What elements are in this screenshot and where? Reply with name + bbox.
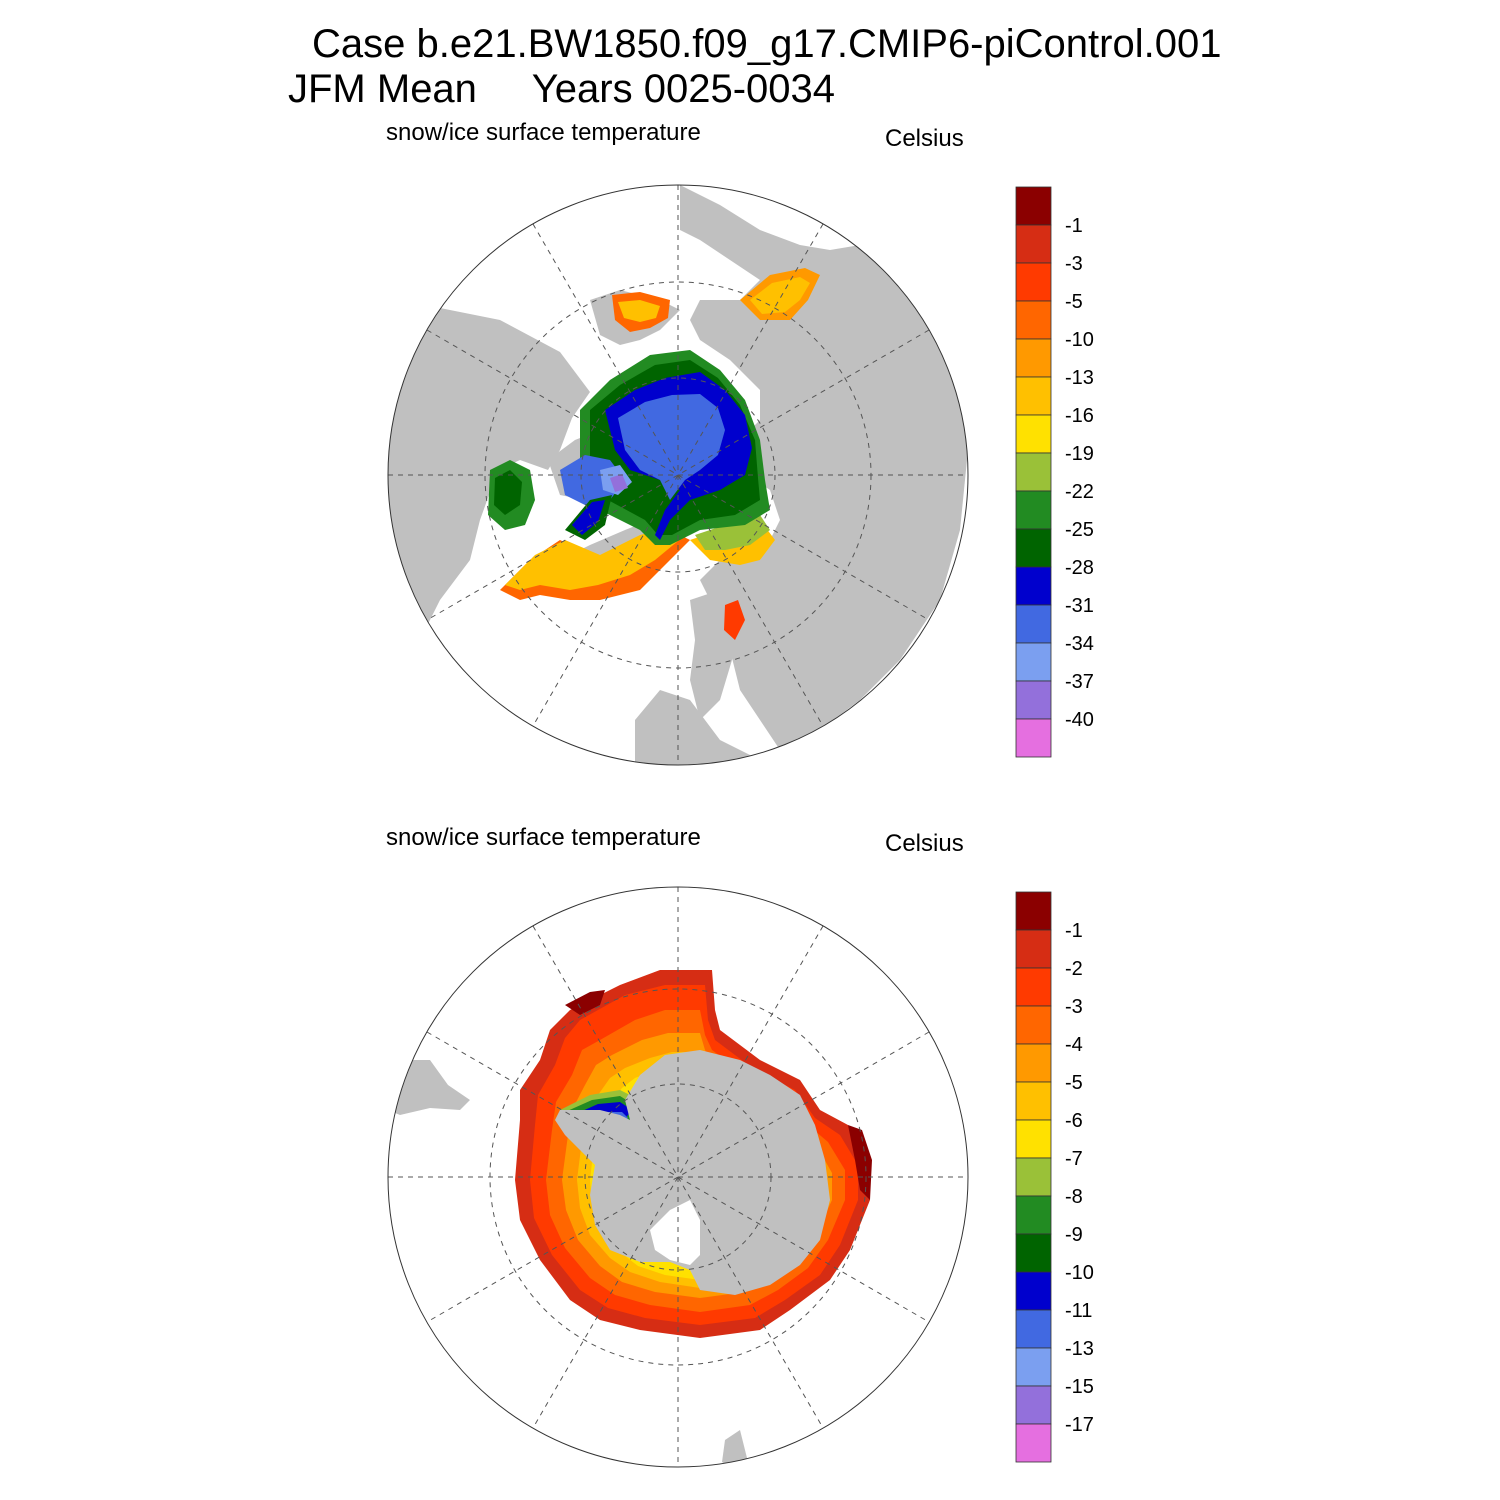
colorbar-swatch (1015, 1157, 1052, 1197)
colorbar-tick-label: -6 (1065, 1110, 1083, 1132)
colorbar-tick-label: -3 (1065, 253, 1083, 275)
north-map-border (387, 184, 969, 766)
colorbar-tick-label: -25 (1065, 519, 1094, 541)
colorbar-tick-label: -37 (1065, 671, 1094, 693)
north-variable-label: snow/ice surface temperature (386, 119, 701, 146)
figure-title-line2: JFM Mean Years 0025-0034 (288, 67, 835, 111)
colorbar-swatch (1015, 224, 1052, 264)
colorbar-tick-label: -16 (1065, 405, 1094, 427)
colorbar-swatch (1015, 452, 1052, 492)
colorbar-tick-label: -1 (1065, 920, 1083, 942)
north-polar-map: -1 -3 -5 -10 -13 -16 -19 -22 -25 -28 -31 -34 -37 -40 (387, 184, 1094, 766)
colorbar-tick-label: -13 (1065, 367, 1094, 389)
colorbar-swatch (1015, 338, 1052, 378)
colorbar-tick-label: -34 (1065, 633, 1094, 655)
colorbar-tick-label: -8 (1065, 1186, 1083, 1208)
colorbar-tick-label: -5 (1065, 291, 1083, 313)
colorbar-swatch (1015, 1423, 1052, 1463)
colorbar-swatch (1015, 891, 1052, 931)
colorbar-tick-label: -19 (1065, 443, 1094, 465)
south-america-land (388, 1060, 470, 1115)
colorbar-swatch (1015, 490, 1052, 530)
colorbar-swatch (1015, 1043, 1052, 1083)
colorbar-swatch (1015, 1347, 1052, 1387)
colorbar-swatch (1015, 967, 1052, 1007)
colorbar-swatch (1015, 642, 1052, 682)
north-graticule (388, 185, 968, 765)
colorbar-tick-label: -2 (1065, 958, 1083, 980)
colorbar-tick-label: -31 (1065, 595, 1094, 617)
colorbar-tick-label: -7 (1065, 1148, 1083, 1170)
colorbar-swatch (1015, 1385, 1052, 1425)
colorbar-swatch (1015, 1195, 1052, 1235)
colorbar-swatch (1015, 1271, 1052, 1311)
colorbar-tick-label: -9 (1065, 1224, 1083, 1246)
north-land (388, 185, 968, 765)
south-graticule (388, 887, 968, 1467)
colorbar-swatch (1015, 680, 1052, 720)
colorbar-tick-label: -1 (1065, 215, 1083, 237)
figure-title-line1: Case b.e21.BW1850.f09_g17.CMIP6-piContro… (312, 22, 1222, 66)
south-map-border (387, 886, 969, 1468)
south-variable-label: snow/ice surface temperature (386, 824, 701, 851)
colorbar-tick-label: -11 (1065, 1300, 1092, 1322)
colorbar-swatch (1015, 528, 1052, 568)
colorbar-tick-label: -10 (1065, 1262, 1094, 1284)
colorbar-swatch (1015, 262, 1052, 302)
colorbar-swatch (1015, 1309, 1052, 1349)
south-polar-map: -1 -2 -3 -4 -5 -6 -7 -8 -9 -10 -11 -13 -15 -17 (387, 886, 1094, 1468)
colorbar-swatch (1015, 300, 1052, 340)
north-units-label: Celsius (885, 125, 964, 152)
ross-ice-shelf (650, 1200, 700, 1265)
colorbar-tick-label: -15 (1065, 1376, 1094, 1398)
colorbar-swatch (1015, 604, 1052, 644)
colorbar-tick-label: -28 (1065, 557, 1094, 579)
colorbar-tick-label: -40 (1065, 709, 1094, 731)
colorbar-swatch (1015, 929, 1052, 969)
colorbar-swatch (1015, 1081, 1052, 1121)
antarctica-land (555, 1050, 830, 1295)
colorbar-swatch (1015, 718, 1052, 758)
colorbar-tick-label: -5 (1065, 1072, 1083, 1094)
south-map-layers (388, 887, 968, 1467)
colorbar-swatch (1015, 186, 1052, 226)
colorbar-swatch (1015, 1119, 1052, 1159)
colorbar-tick-label: -13 (1065, 1338, 1094, 1360)
north-colorbar: -1 -3 -5 -10 -13 -16 -19 -22 -25 -28 -31 -34 -37 -40 (1015, 186, 1094, 758)
colorbar-swatch (1015, 1005, 1052, 1045)
colorbar-swatch (1015, 1233, 1052, 1273)
colorbar-swatch (1015, 376, 1052, 416)
colorbar-swatch (1015, 566, 1052, 606)
colorbar-swatch (1015, 414, 1052, 454)
colorbar-tick-label: -17 (1065, 1414, 1094, 1436)
south-units-label: Celsius (885, 830, 964, 857)
south-colorbar: -1 -2 -3 -4 -5 -6 -7 -8 -9 -10 -11 -13 -15 -17 (1015, 891, 1094, 1463)
colorbar-tick-label: -4 (1065, 1034, 1083, 1056)
colorbar-tick-label: -22 (1065, 481, 1094, 503)
north-map-layers (388, 185, 968, 765)
colorbar-tick-label: -10 (1065, 329, 1094, 351)
colorbar-tick-label: -3 (1065, 996, 1083, 1018)
